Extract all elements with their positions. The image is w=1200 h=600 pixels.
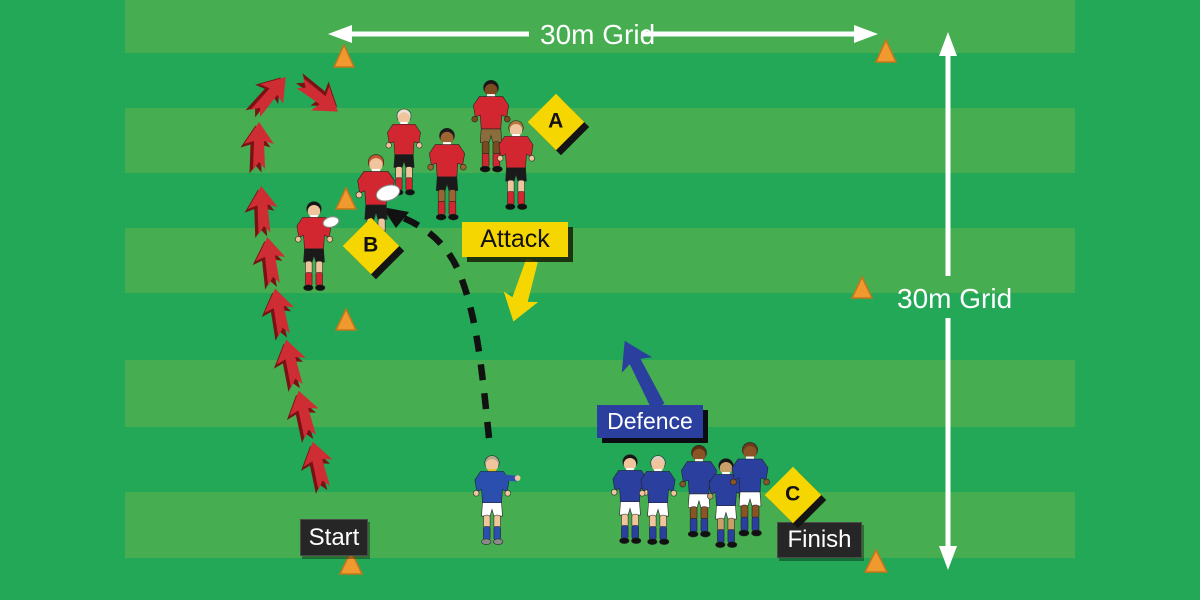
attack-label: Attack [462,222,568,257]
defence-arrow [621,340,665,411]
grid-right-label: 30m Grid [897,283,1013,314]
defence-player [611,454,649,544]
attack-player [471,79,511,173]
field-stripe [125,0,1075,53]
defence-label: Defence [597,405,703,438]
grid-arrow-right [939,32,957,570]
referee-arm [501,474,519,482]
attack-arrow [503,258,539,322]
grid-arrow-top [328,25,878,43]
cones-group [332,38,898,575]
start-label: Start [300,519,368,556]
dashed-line-arrowhead [382,207,409,228]
black-dashed-run-line [382,207,493,439]
marker-c-letter: C [785,482,801,506]
referee-hand [514,475,521,481]
attack-label-text: Attack [480,225,550,253]
cone-icon [334,186,358,210]
attack-player [497,120,535,210]
red-run-path [238,65,349,497]
attack-team-group [295,79,535,291]
attack-player [427,127,467,221]
field-stripe [125,228,1075,293]
cone-icon [332,43,356,68]
field-stripe [125,492,1075,558]
rugby-ball [375,184,401,202]
start-label-text: Start [308,523,360,551]
defence-label-text: Defence [607,408,693,434]
marker-a-letter: A [548,109,564,133]
marker-b-letter: B [363,233,379,257]
attack-player [295,201,333,291]
cone-icon [874,38,898,63]
defence-player [639,455,677,545]
cone-icon [850,275,874,299]
grid-top-label: 30m Grid [540,19,656,50]
field-stripe [125,108,1075,173]
finish-label-text: Finish [787,526,852,553]
cone-icon [863,548,889,573]
referee [473,455,521,545]
cone-icon [334,307,358,331]
defence-team-group [611,442,770,548]
cone-icon [338,549,364,575]
finish-label: Finish [777,522,862,558]
rugby-ball [322,216,340,228]
